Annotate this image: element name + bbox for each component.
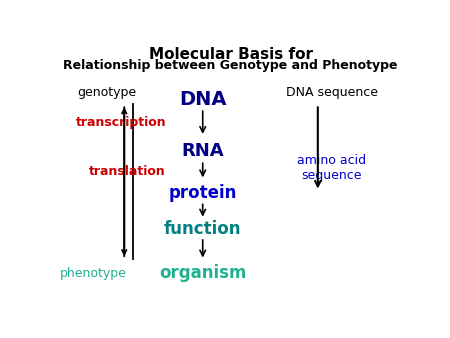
Text: RNA: RNA	[181, 142, 224, 160]
Text: function: function	[164, 220, 242, 238]
Text: transcription: transcription	[76, 116, 166, 129]
Text: DNA sequence: DNA sequence	[286, 86, 378, 99]
Text: translation: translation	[90, 165, 166, 178]
Text: protein: protein	[169, 184, 237, 202]
Text: amino acid
sequence: amino acid sequence	[297, 154, 366, 182]
Text: organism: organism	[159, 265, 247, 283]
Text: phenotype: phenotype	[59, 267, 126, 280]
Text: genotype: genotype	[77, 86, 136, 99]
Text: DNA: DNA	[179, 90, 226, 108]
Text: Molecular Basis for: Molecular Basis for	[148, 47, 313, 62]
Text: Relationship between Genotype and Phenotype: Relationship between Genotype and Phenot…	[63, 59, 398, 72]
